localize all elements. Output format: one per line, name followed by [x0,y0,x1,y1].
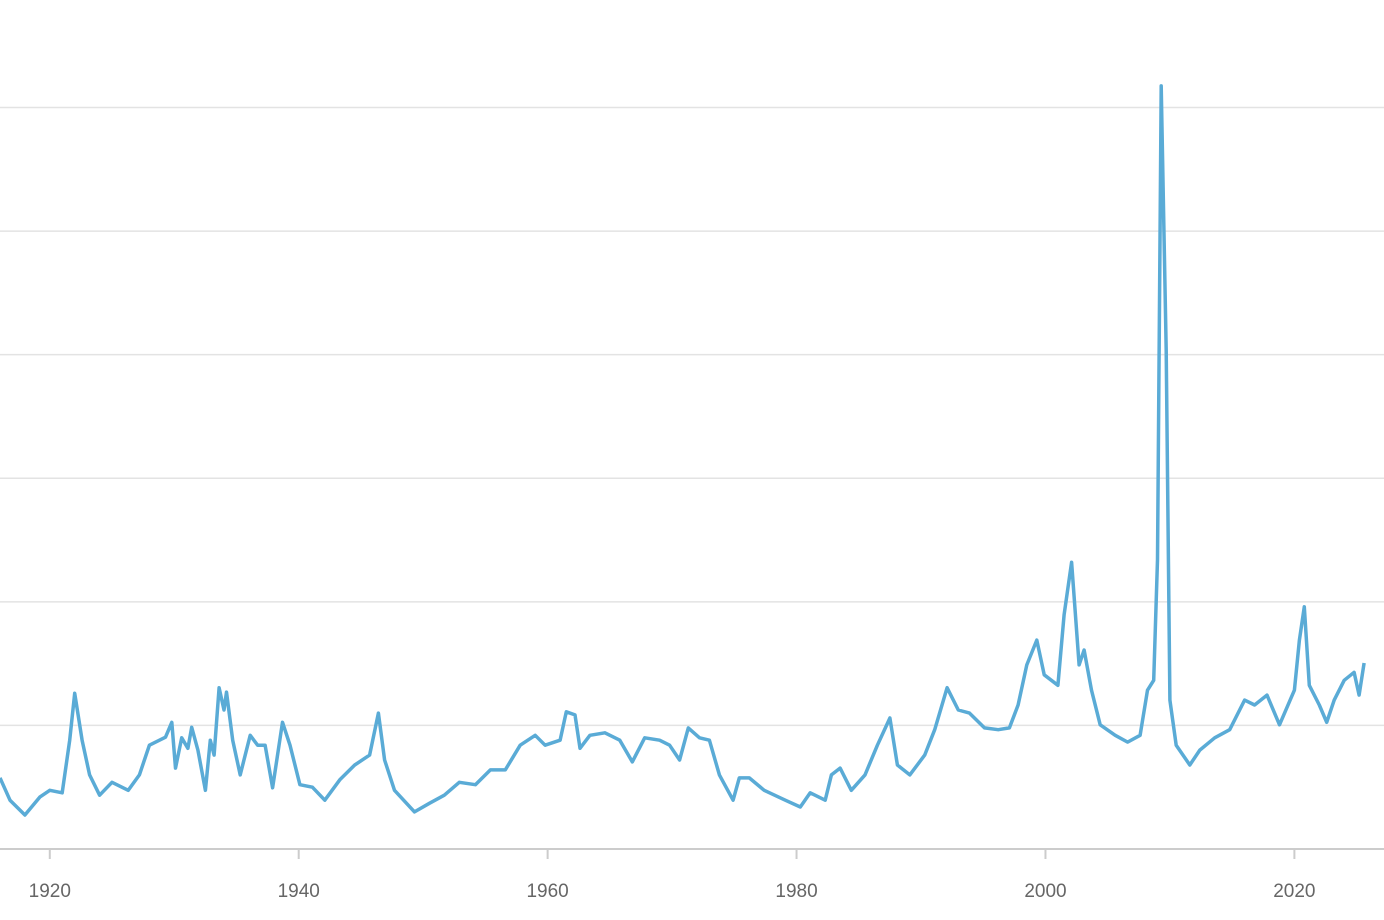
x-tick-label: 1940 [278,881,320,902]
x-tick-label: 2020 [1273,881,1315,902]
x-tick-label: 1920 [29,881,71,902]
x-tick-label: 1980 [775,881,817,902]
x-tick-label: 2000 [1024,881,1066,902]
x-tick-label: 1960 [526,881,568,902]
data-line [0,84,1366,817]
